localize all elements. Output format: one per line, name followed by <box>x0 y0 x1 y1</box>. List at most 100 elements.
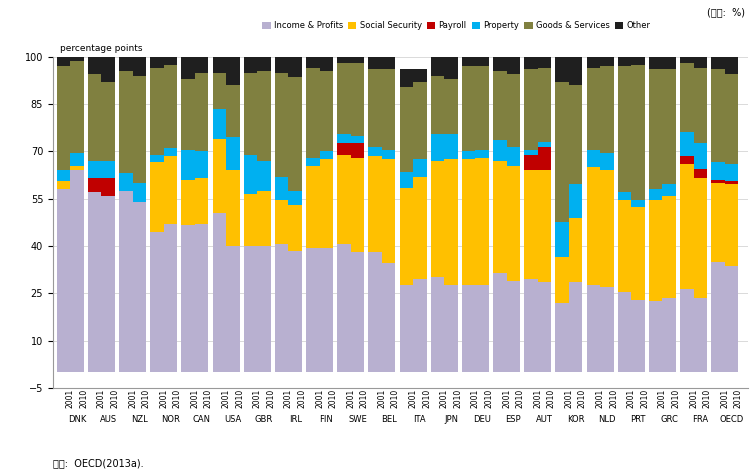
Bar <box>600 66 614 153</box>
Bar <box>226 85 240 137</box>
Bar <box>631 200 645 207</box>
Bar <box>538 142 551 147</box>
Bar <box>368 252 382 372</box>
Bar <box>476 57 489 66</box>
Bar <box>493 140 507 161</box>
Bar <box>337 143 351 155</box>
Bar <box>57 57 70 66</box>
Bar <box>164 65 177 148</box>
Bar <box>368 57 382 70</box>
Bar <box>164 57 177 65</box>
Bar <box>524 155 538 170</box>
Bar <box>693 298 707 372</box>
Bar <box>257 161 271 191</box>
Bar <box>212 72 226 109</box>
Bar <box>462 151 476 159</box>
Bar <box>320 247 333 372</box>
Bar <box>88 57 101 74</box>
Bar <box>587 150 600 167</box>
Text: KOR: KOR <box>567 415 584 424</box>
Bar <box>462 159 476 285</box>
Bar <box>413 159 426 176</box>
Bar <box>462 66 476 151</box>
Bar <box>243 246 257 372</box>
Bar <box>711 57 725 70</box>
Bar <box>368 156 382 252</box>
Bar <box>711 262 725 372</box>
Bar <box>725 266 738 372</box>
Bar <box>662 57 676 70</box>
Bar <box>476 285 489 372</box>
Bar <box>226 137 240 170</box>
Bar <box>320 159 333 247</box>
Bar <box>413 279 426 372</box>
Bar <box>70 170 84 372</box>
Bar <box>382 159 395 263</box>
Bar <box>493 273 507 372</box>
Text: JPN: JPN <box>444 415 458 424</box>
Bar <box>400 285 413 372</box>
Bar <box>119 191 132 372</box>
Text: FRA: FRA <box>692 415 708 424</box>
Bar <box>400 172 413 188</box>
Bar <box>693 68 707 143</box>
Bar <box>257 246 271 372</box>
Text: ESP: ESP <box>506 415 521 424</box>
Bar <box>243 72 257 155</box>
Bar <box>524 170 538 279</box>
Bar <box>462 285 476 372</box>
Bar <box>351 57 364 63</box>
Bar <box>243 155 257 194</box>
Bar <box>431 278 445 372</box>
Bar <box>538 68 551 142</box>
Bar <box>400 70 413 87</box>
Bar <box>289 57 302 77</box>
Bar <box>101 57 115 82</box>
Bar <box>101 82 115 161</box>
Bar <box>662 184 676 195</box>
Bar <box>275 176 289 200</box>
Bar <box>257 57 271 71</box>
Text: IRL: IRL <box>289 415 302 424</box>
Bar <box>88 193 101 372</box>
Bar <box>150 155 164 162</box>
Bar <box>569 184 582 218</box>
Bar <box>257 191 271 246</box>
Bar <box>587 285 600 372</box>
Bar <box>413 70 426 82</box>
Bar <box>132 76 146 183</box>
Text: percentage points: percentage points <box>60 44 142 53</box>
Bar <box>70 153 84 166</box>
Text: GBR: GBR <box>255 415 273 424</box>
Bar <box>337 57 351 63</box>
Bar <box>337 245 351 372</box>
Bar <box>600 153 614 170</box>
Bar <box>289 77 302 191</box>
Bar <box>337 155 351 245</box>
Bar <box>725 164 738 181</box>
Bar <box>649 57 662 70</box>
Bar <box>493 57 507 71</box>
Bar <box>70 57 84 61</box>
Bar <box>212 213 226 372</box>
Bar <box>150 68 164 155</box>
Bar <box>57 189 70 372</box>
Legend: Income & Profits, Social Security, Payroll, Property, Goods & Services, Other: Income & Profits, Social Security, Payro… <box>259 18 654 34</box>
Text: OECD: OECD <box>719 415 744 424</box>
Bar <box>119 57 132 71</box>
Bar <box>711 183 725 262</box>
Bar <box>524 70 538 150</box>
Bar <box>493 71 507 140</box>
Bar <box>226 170 240 246</box>
Bar <box>569 282 582 372</box>
Bar <box>445 285 457 372</box>
Bar <box>649 70 662 189</box>
Bar <box>524 150 538 155</box>
Bar <box>164 148 177 156</box>
Bar <box>662 195 676 298</box>
Bar <box>306 247 320 372</box>
Bar <box>195 151 209 178</box>
Bar <box>382 150 395 159</box>
Bar <box>101 178 115 195</box>
Bar <box>351 252 364 372</box>
